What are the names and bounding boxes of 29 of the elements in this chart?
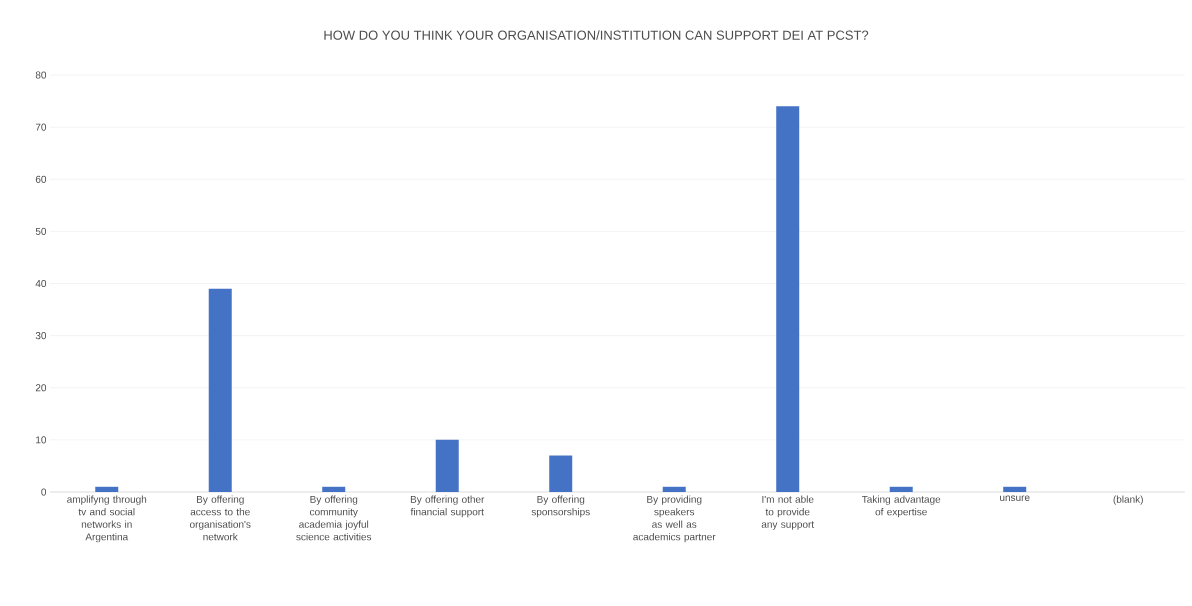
y-tick-label: 40 (35, 279, 47, 288)
bar (95, 486, 119, 492)
bar (322, 486, 346, 492)
bar (435, 439, 459, 492)
bar (662, 486, 686, 492)
x-tick-label: I'm not able to provide any support (761, 495, 815, 530)
y-tick-label: 30 (35, 332, 47, 340)
x-tick-label: By offering community academia joyful science activities (296, 495, 372, 541)
y-tick-label: 0 (41, 488, 47, 496)
bar (776, 106, 800, 492)
x-tick-label: By offering sponsorships (531, 495, 590, 518)
bar (889, 486, 913, 492)
x-tick-label: (blank) (1113, 495, 1143, 505)
y-tick-label: 80 (35, 71, 47, 79)
x-tick-label: unsure (1000, 495, 1030, 502)
x-tick-label: Taking advantage of expertise (861, 495, 941, 518)
y-tick-label: 70 (35, 123, 47, 131)
y-tick-label: 20 (35, 384, 47, 392)
bar (549, 455, 573, 492)
chart-title: HOW DO YOU THINK YOUR ORGANISATION/INSTITUTION CAN SUPPORT DEI AT PCST? (324, 30, 869, 40)
y-tick-label: 10 (36, 436, 47, 444)
x-tick-label: amplifyng through tv and social networks in Argentina (67, 495, 147, 543)
x-tick-label: By providing speakers as well as academics partner (633, 495, 716, 543)
y-tick-label: 50 (35, 227, 47, 235)
x-tick-label: By offering other financial support (410, 495, 485, 518)
y-tick-label: 60 (35, 175, 47, 183)
bar (208, 288, 232, 492)
bar (1003, 486, 1027, 492)
x-tick-label: By offering access to the organisation's network (189, 495, 251, 541)
